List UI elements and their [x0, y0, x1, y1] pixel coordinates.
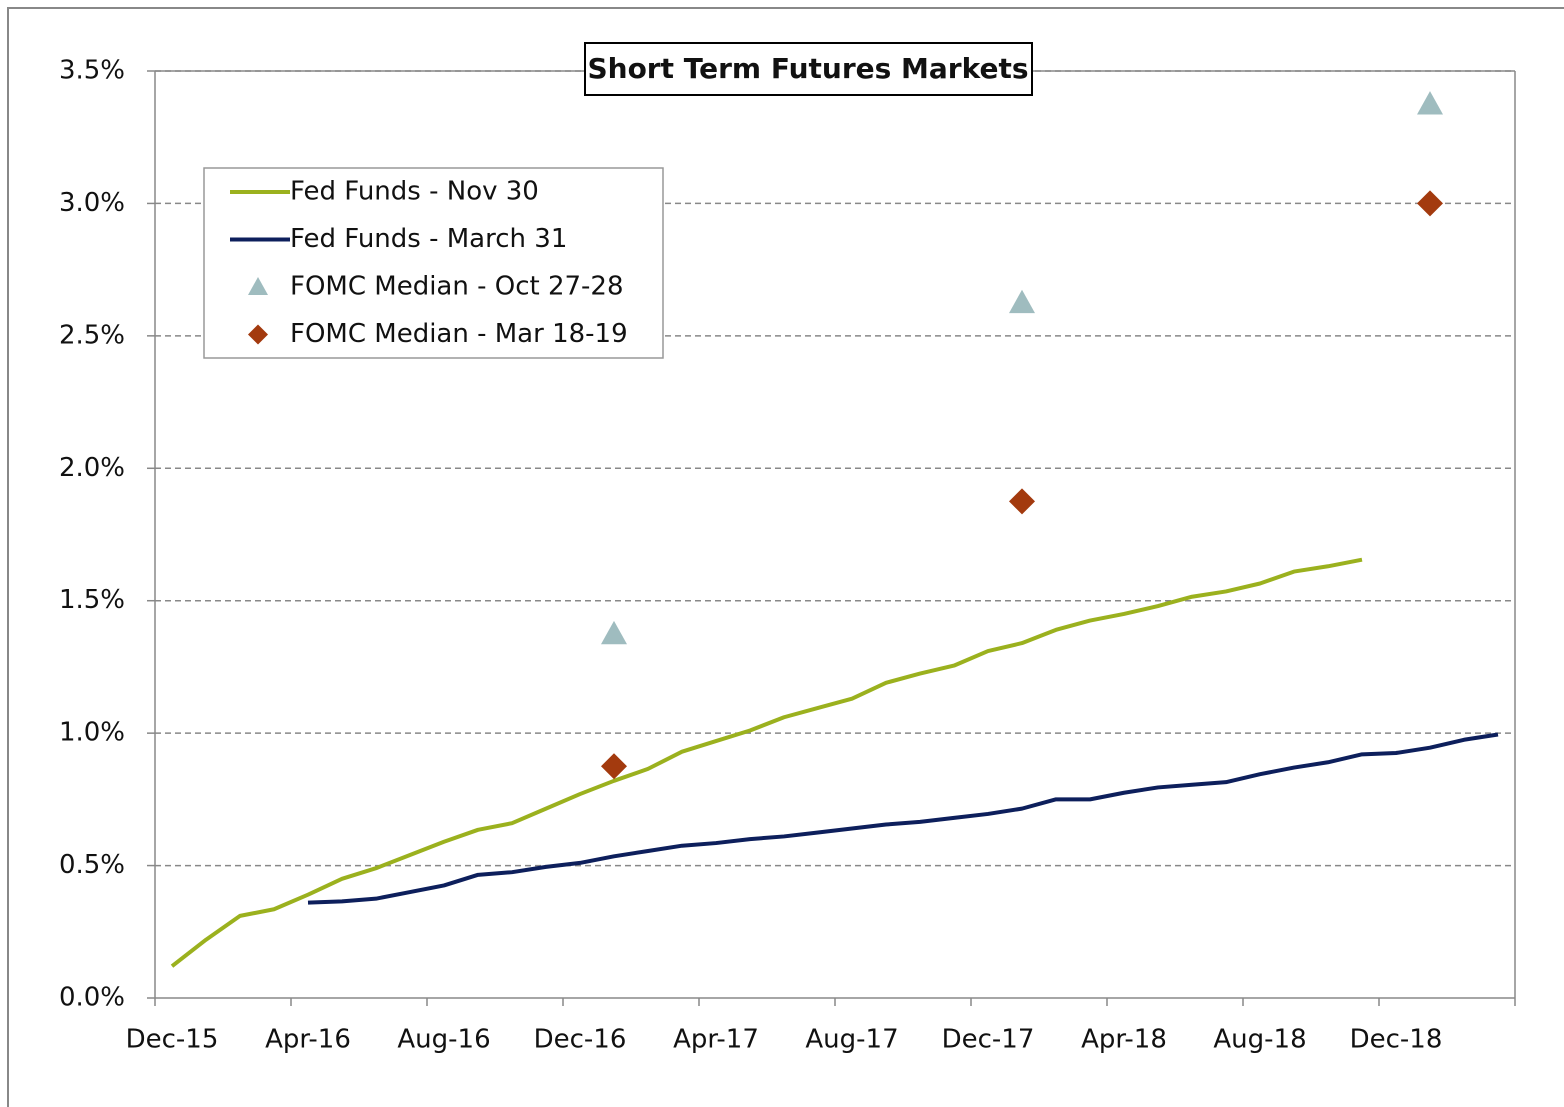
x-tick-label: Aug-17 [805, 1025, 898, 1055]
legend-swatch [248, 277, 268, 295]
diamond-marker [601, 753, 627, 780]
legend-label: Fed Funds - Nov 30 [290, 177, 539, 207]
y-tick-label: 1.5% [59, 585, 125, 615]
x-tick-label: Dec-16 [534, 1025, 627, 1055]
legend-label: FOMC Median - Mar 18-19 [290, 319, 628, 349]
y-tick-label: 0.5% [59, 850, 125, 880]
line-series [307, 732, 1499, 905]
y-tick-label: 0.0% [59, 983, 125, 1013]
legend-box [203, 167, 664, 359]
x-tick-label: Dec-15 [126, 1025, 219, 1055]
triangle-marker [1417, 91, 1443, 115]
x-tick-label: Apr-18 [1081, 1025, 1167, 1055]
legend-label: Fed Funds - March 31 [290, 224, 567, 254]
triangle-marker [1009, 289, 1035, 314]
y-tick-label: 1.0% [59, 718, 125, 748]
title-box [584, 42, 1033, 96]
y-tick-label: 3.0% [59, 188, 125, 218]
triangle-marker [601, 620, 627, 645]
x-tick-label: Dec-18 [1350, 1025, 1443, 1055]
legend-swatch [248, 324, 268, 345]
x-tick-label: Dec-17 [942, 1025, 1035, 1055]
diamond-marker [1417, 190, 1443, 217]
x-tick-label: Aug-18 [1213, 1025, 1306, 1055]
y-tick-label: 2.5% [59, 320, 125, 350]
y-tick-label: 2.0% [59, 453, 125, 483]
x-tick-label: Aug-16 [397, 1025, 490, 1055]
frame [7, 7, 1564, 1107]
x-tick-label: Apr-17 [673, 1025, 759, 1055]
chart-title: Short Term Futures Markets [587, 52, 1028, 85]
line-series [170, 557, 1363, 968]
diamond-marker [1009, 488, 1035, 515]
x-tick-label: Apr-16 [265, 1025, 351, 1055]
y-tick-label: 3.5% [59, 56, 125, 86]
legend-label: FOMC Median - Oct 27-28 [290, 272, 624, 302]
